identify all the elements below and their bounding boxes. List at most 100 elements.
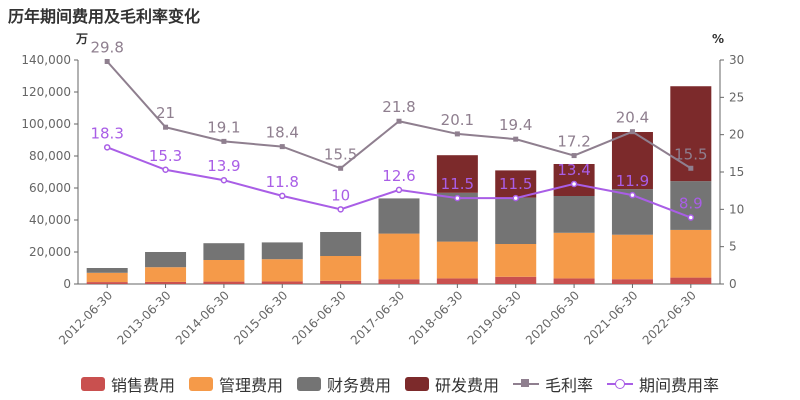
expense-ratio-point — [454, 194, 461, 202]
bar-segment — [670, 229, 712, 278]
legend-item[interactable]: 研发费用 — [405, 372, 499, 396]
gross-margin-point — [571, 153, 577, 159]
legend-marker — [521, 379, 530, 387]
expense-ratio-label: 18.3 — [90, 124, 123, 142]
y-left-tick-label: 140,000 — [21, 53, 71, 67]
bar-segment — [436, 155, 478, 193]
x-tick-label: 2015-06-30 — [231, 288, 290, 347]
expense-ratio-point — [162, 166, 169, 174]
expense-ratio-point — [629, 191, 636, 199]
y-left-tick-label: 40,000 — [29, 213, 71, 227]
bar-segment — [86, 282, 128, 284]
legend-label: 期间费用率 — [639, 376, 720, 395]
bar-segment — [320, 280, 362, 284]
gross-margin-label: 18.4 — [266, 124, 299, 142]
y-left-tick-label: 20,000 — [29, 245, 71, 259]
bar-segment — [145, 267, 187, 282]
gross-margin-label: 20.1 — [441, 111, 474, 129]
expense-ratio-label: 15.3 — [149, 147, 182, 165]
y-right-tick-label: 5 — [729, 240, 737, 254]
gross-margin-point — [688, 165, 694, 171]
expense-ratio-point — [220, 176, 228, 184]
bar-segment — [378, 279, 420, 284]
bar-segment — [261, 281, 303, 284]
legend-label: 毛利率 — [545, 376, 594, 395]
expense-ratio-point — [687, 214, 695, 221]
bar-segment — [553, 164, 595, 196]
y-right-tick-label: 30 — [729, 53, 744, 67]
gross-margin-point — [454, 131, 460, 137]
expense-ratio-point — [337, 206, 344, 213]
legend-label: 销售费用 — [110, 376, 175, 395]
bar-segment — [495, 244, 537, 277]
legend-swatch — [405, 377, 429, 391]
legend-item[interactable]: 管理费用 — [188, 372, 283, 396]
legend-item[interactable]: 毛利率 — [513, 372, 593, 396]
y-left-tick-label: 0 — [63, 277, 71, 291]
y-right-unit: % — [712, 32, 724, 46]
bar-segment — [145, 281, 187, 284]
legend-label: 研发费用 — [435, 376, 500, 395]
bar-segment — [611, 132, 653, 190]
bar-segment — [145, 252, 187, 268]
bar-segment — [320, 232, 362, 256]
legend-item[interactable]: 财务费用 — [296, 372, 391, 396]
legend-marker — [615, 379, 626, 389]
y-right-tick-label: 10 — [729, 202, 744, 216]
gross-margin-label: 21 — [156, 104, 175, 122]
x-tick-label: 2016-06-30 — [290, 288, 349, 347]
expense-ratio-label: 11.5 — [499, 175, 532, 193]
y-left-tick-label: 100,000 — [21, 117, 71, 131]
bar-segment — [436, 241, 478, 279]
bar-segment — [261, 242, 303, 260]
gross-margin-point — [221, 138, 227, 144]
legend-line-swatch — [607, 377, 634, 391]
x-tick-label: 2014-06-30 — [173, 288, 232, 347]
bar-segment — [86, 268, 128, 273]
expense-ratio-label: 8.9 — [679, 195, 703, 213]
bar-segment — [611, 234, 653, 280]
expense-ratio-label: 12.6 — [382, 167, 415, 185]
x-tick-label: 2020-06-30 — [523, 288, 582, 347]
legend-swatch — [188, 377, 213, 391]
bar-segment — [611, 279, 653, 284]
x-tick-label: 2021-06-30 — [581, 288, 640, 347]
legend-label: 管理费用 — [218, 376, 283, 395]
gross-margin-point — [279, 144, 285, 150]
gross-margin-point — [513, 136, 519, 142]
gross-margin-label: 19.4 — [499, 116, 532, 134]
bar-segment — [378, 198, 420, 234]
bar-segment — [320, 256, 362, 281]
expense-ratio-point — [512, 194, 519, 202]
y-left-tick-label: 60,000 — [29, 181, 71, 195]
y-right-tick-label: 15 — [729, 165, 744, 179]
gross-margin-label: 21.8 — [382, 98, 415, 116]
bar-segment — [553, 232, 595, 279]
legend-item[interactable]: 销售费用 — [80, 372, 175, 396]
x-tick-label: 2018-06-30 — [406, 288, 465, 347]
bar-segment — [378, 233, 420, 280]
expense-ratio-label: 11.5 — [441, 175, 474, 193]
x-tick-label: 2022-06-30 — [640, 288, 699, 347]
expense-ratio-label: 13.4 — [557, 161, 590, 179]
gross-margin-point — [104, 58, 110, 64]
chart-title: 历年期间费用及毛利率变化 — [8, 7, 201, 26]
expense-ratio-point — [570, 180, 578, 188]
legend-item[interactable]: 期间费用率 — [607, 372, 719, 396]
legend-swatch — [296, 377, 321, 391]
bar-segment — [495, 197, 537, 244]
bar-segment — [495, 170, 537, 198]
bar-segment — [670, 277, 712, 284]
gross-margin-point — [396, 118, 402, 124]
bar-segment — [203, 260, 245, 282]
y-right-tick-label: 25 — [729, 90, 744, 104]
expense-ratio-label: 11.8 — [266, 173, 299, 191]
x-tick-label: 2019-06-30 — [465, 288, 524, 347]
gross-margin-point — [338, 165, 344, 171]
chart-legend: 销售费用 管理费用 财务费用 研发费用 毛利率 期间费用率 — [0, 372, 800, 396]
bar-segment — [436, 278, 478, 284]
bar-segment — [203, 281, 245, 284]
gross-margin-label: 19.1 — [207, 118, 240, 136]
gross-margin-label: 15.5 — [674, 145, 707, 163]
